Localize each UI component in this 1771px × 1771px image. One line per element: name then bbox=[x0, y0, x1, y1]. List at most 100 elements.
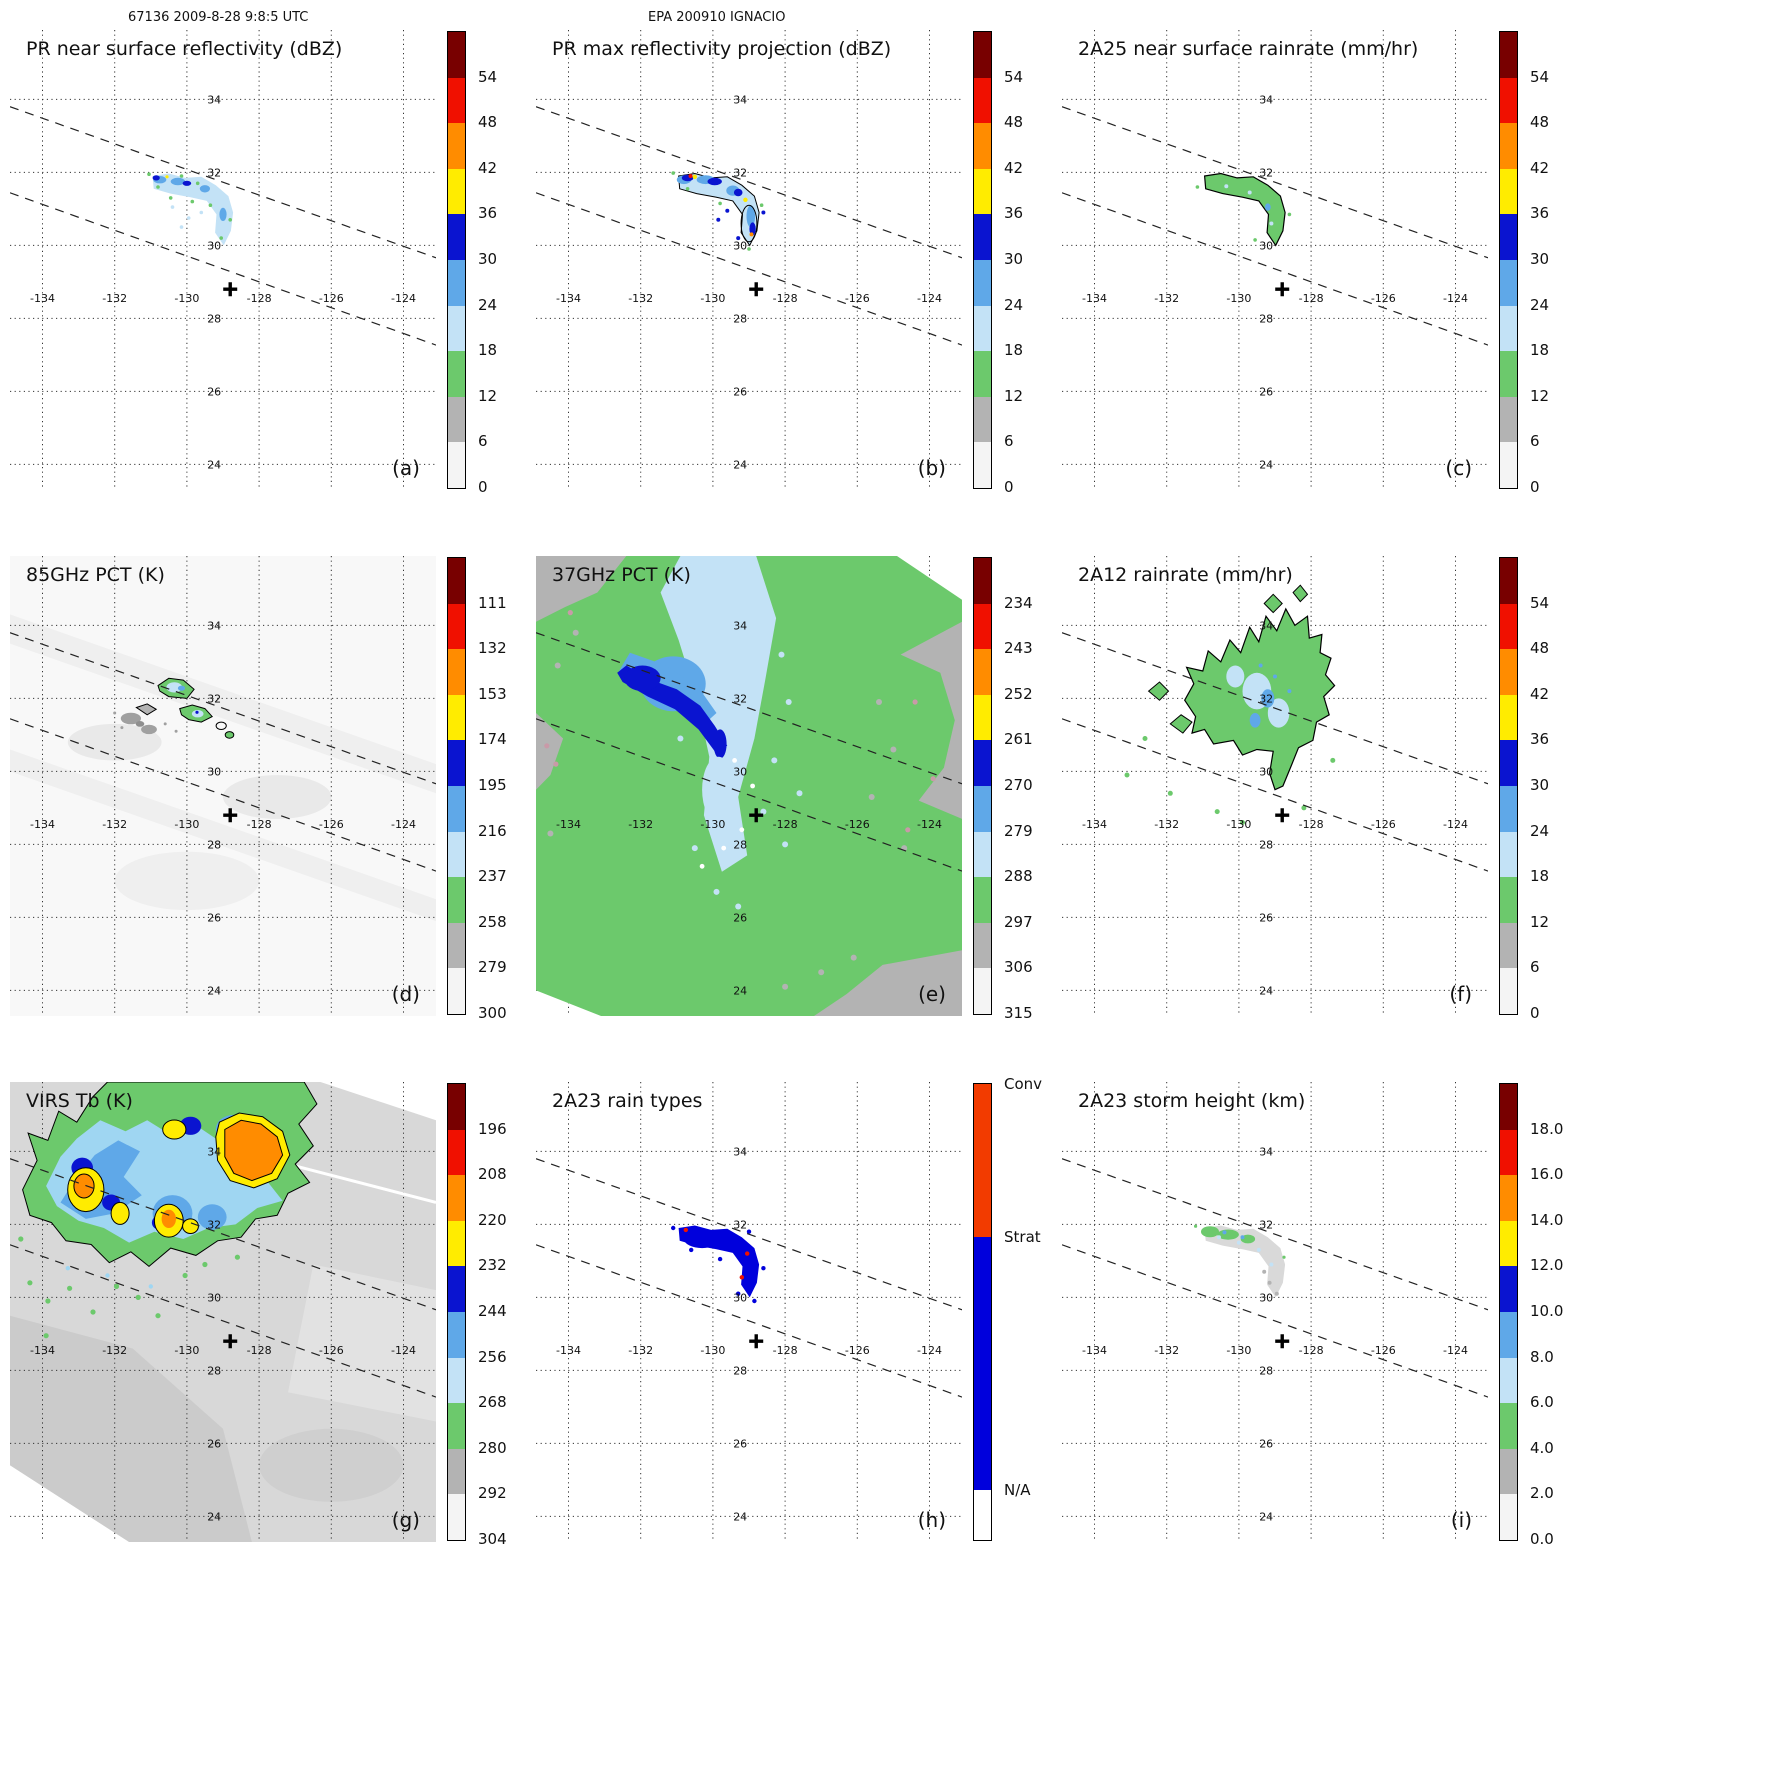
colorbar-segment bbox=[1500, 1403, 1517, 1449]
swath-line bbox=[10, 1244, 436, 1398]
data-pixel bbox=[120, 726, 124, 730]
data-pixel bbox=[208, 203, 213, 207]
lat-tick-label: 32 bbox=[1259, 166, 1273, 179]
data-blob bbox=[224, 1119, 284, 1182]
data-blob bbox=[259, 1428, 404, 1502]
lat-tick-label: 26 bbox=[733, 1437, 747, 1450]
colorbar-tick-label: 153 bbox=[478, 684, 507, 703]
lon-tick-label: -126 bbox=[845, 292, 870, 305]
data-pixel bbox=[718, 201, 722, 206]
swath-line bbox=[10, 106, 436, 259]
lon-tick-label: -130 bbox=[700, 1344, 725, 1357]
colorbar-tick-label: 12 bbox=[478, 386, 498, 405]
data-blob bbox=[1169, 714, 1193, 734]
colorbar-tick-label: 48 bbox=[1004, 113, 1024, 132]
lon-tick-label: -128 bbox=[1299, 292, 1324, 305]
colorbar-tick-label: 297 bbox=[1004, 912, 1033, 931]
lat-tick-label: 26 bbox=[733, 385, 747, 398]
swath-line bbox=[1062, 106, 1488, 259]
lat-tick-label: 32 bbox=[1259, 692, 1273, 705]
lon-tick-label: -134 bbox=[1082, 292, 1107, 305]
data-pixel bbox=[782, 841, 789, 848]
lon-tick-label: -130 bbox=[174, 1344, 199, 1357]
data-pixel bbox=[27, 1280, 33, 1286]
data-blob bbox=[182, 1218, 199, 1234]
colorbar-segment bbox=[974, 968, 991, 1014]
panel-title: PR near surface reflectivity (dBZ) bbox=[26, 38, 343, 60]
data-pixel bbox=[113, 1283, 120, 1289]
lat-tick-label: 28 bbox=[1259, 838, 1273, 851]
colorbar-tick-label: 0 bbox=[1530, 1004, 1540, 1022]
data-blob bbox=[713, 729, 727, 759]
colorbar-segment bbox=[974, 877, 991, 923]
lat-tick-label: 28 bbox=[207, 1364, 221, 1377]
colorbar-segment bbox=[448, 922, 465, 969]
data-pixel bbox=[190, 199, 195, 204]
colorbar-tick-label: 6 bbox=[1530, 432, 1540, 451]
storm-center-cross bbox=[1275, 808, 1290, 823]
data-pixel bbox=[199, 210, 204, 215]
colorbar-segment bbox=[1500, 1494, 1517, 1540]
data-blob bbox=[1267, 698, 1290, 728]
colorbar-segment bbox=[448, 1175, 465, 1221]
data-blob bbox=[177, 685, 186, 691]
data-blob bbox=[170, 177, 186, 186]
lat-tick-label: 30 bbox=[207, 1291, 221, 1304]
data-pixel bbox=[677, 735, 684, 742]
colorbar-segment bbox=[448, 32, 465, 78]
colorbar-segment bbox=[448, 785, 465, 832]
colorbar-tick-label: 300 bbox=[478, 1004, 507, 1022]
data-pixel bbox=[750, 783, 755, 789]
lat-tick-label: 30 bbox=[733, 765, 747, 778]
colorbar-segment bbox=[1500, 1129, 1517, 1176]
colorbar-segment bbox=[974, 1084, 991, 1237]
lon-tick-label: -130 bbox=[174, 818, 199, 831]
data-pixel bbox=[1256, 1247, 1261, 1252]
data-pixel bbox=[1269, 221, 1274, 226]
lat-tick-label: 30 bbox=[733, 1291, 747, 1304]
swath-line bbox=[1062, 632, 1488, 785]
storm-center-cross bbox=[749, 1334, 764, 1349]
map-plot-i: -134 -132 -130 -128 -126 -124 24 26 28 30 32 34 bbox=[1062, 1082, 1488, 1542]
colorbar-tick-label: N/A bbox=[1004, 1480, 1031, 1499]
lon-tick-label: -124 bbox=[391, 818, 416, 831]
colorbar-tick-label: 18 bbox=[478, 341, 498, 360]
lon-tick-label: -132 bbox=[628, 818, 653, 831]
data-blob bbox=[162, 1119, 187, 1140]
map-background bbox=[1062, 30, 1488, 490]
colorbar-segment bbox=[1500, 603, 1517, 650]
lon-tick-label: -132 bbox=[1154, 1344, 1179, 1357]
data-pixel bbox=[168, 196, 173, 200]
lon-tick-label: -128 bbox=[773, 818, 798, 831]
storm-center-cross bbox=[1275, 282, 1290, 297]
lat-tick-label: 34 bbox=[733, 1145, 747, 1158]
panel-title: 2A23 storm height (km) bbox=[1078, 1090, 1306, 1112]
data-blob bbox=[814, 950, 962, 1016]
lat-tick-label: 24 bbox=[207, 458, 221, 471]
colorbar-c: 54 48 42 36 30 24 18 12 6 0 bbox=[1499, 30, 1578, 495]
colorbar-tick-label: 315 bbox=[1004, 1004, 1033, 1022]
panel-title: 85GHz PCT (K) bbox=[26, 564, 165, 586]
data-pixel bbox=[165, 175, 169, 179]
colorbar-segment bbox=[1500, 1311, 1517, 1358]
colorbar-tick-label: 6 bbox=[1530, 958, 1540, 977]
colorbar-tick-label: 42 bbox=[1004, 158, 1024, 177]
map-plot-a: -134 -132 -130 -128 -126 -124 24 26 28 30 32 34 bbox=[10, 30, 436, 490]
data-blob bbox=[199, 185, 210, 193]
map-background bbox=[10, 30, 436, 490]
colorbar-segment bbox=[448, 305, 465, 352]
lat-tick-label: 28 bbox=[1259, 1364, 1273, 1377]
colorbar-segment bbox=[1500, 877, 1517, 923]
colorbar-tick-label: 244 bbox=[478, 1302, 507, 1320]
lat-tick-label: 28 bbox=[207, 312, 221, 325]
colorbar-tick-label: 261 bbox=[1004, 730, 1033, 749]
colorbar-bar bbox=[1499, 557, 1518, 1015]
lat-tick-label: 34 bbox=[1259, 619, 1273, 632]
colorbar-segment bbox=[448, 396, 465, 443]
data-blob bbox=[197, 1204, 227, 1230]
lon-tick-label: -134 bbox=[556, 1344, 581, 1357]
data-pixel bbox=[1282, 1255, 1286, 1259]
data-pixel bbox=[553, 761, 559, 767]
swath-line bbox=[536, 718, 962, 872]
colorbar-tick-label: 30 bbox=[1530, 250, 1550, 268]
